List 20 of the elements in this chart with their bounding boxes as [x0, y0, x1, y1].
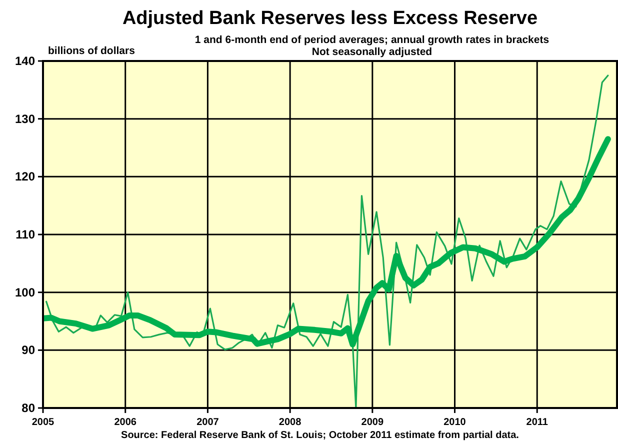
- y-tick-label: 90: [22, 343, 36, 358]
- chart-subtitle: 1 and 6-month end of period averages; annual growth rates in brackets: [194, 34, 550, 46]
- text: Not seasonally adjusted: [312, 46, 432, 58]
- x-tick-label: 2010: [444, 417, 466, 428]
- line-series: [45, 74, 609, 408]
- x-tick-label: 2011: [526, 417, 548, 428]
- chart-title: Adjusted Bank Reserves less Excess Reserve: [122, 8, 538, 29]
- y-tick-label: 120: [14, 170, 36, 184]
- source-note: Source: Federal Reserve Bank of St. Louis; October 2011 estimate from partial data.: [121, 430, 520, 441]
- x-tick-label: 2007: [196, 417, 220, 428]
- y-tick-label: 110: [16, 228, 36, 242]
- y-tick-label: 140: [14, 54, 36, 68]
- x-tick-label: 2005: [32, 417, 55, 428]
- y-tick-label: 80: [22, 401, 36, 415]
- y-tick-label: 130: [14, 112, 36, 126]
- x-tick-label: 2006: [114, 417, 137, 428]
- y-tick-label: 100: [14, 285, 36, 300]
- y-axis-title: billions of dollars: [48, 45, 136, 57]
- x-tick-label: 2009: [361, 417, 384, 428]
- x-tick-label: 2008: [278, 417, 302, 428]
